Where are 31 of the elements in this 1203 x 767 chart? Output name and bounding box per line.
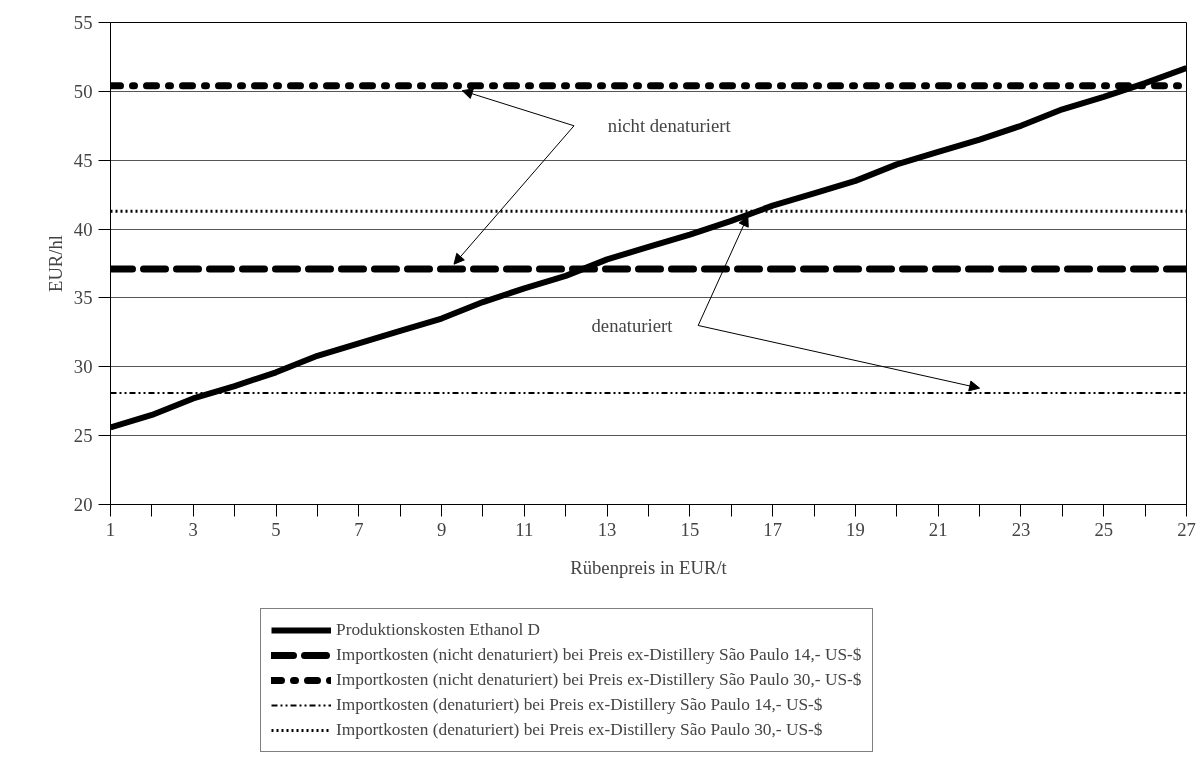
x-tick-label: 27 xyxy=(1177,518,1196,540)
x-tick-label: 21 xyxy=(928,518,948,540)
y-tick-label: 35 xyxy=(73,287,93,309)
x-tick-label: 25 xyxy=(1094,518,1114,540)
x-tick-label: 19 xyxy=(846,518,865,540)
x-axis-title: Rübenpreis in EUR/t xyxy=(570,556,728,578)
y-tick-label: 45 xyxy=(73,149,93,171)
x-tick-label: 15 xyxy=(680,518,700,540)
legend-label: Importkosten (nicht denaturiert) bei Preis ex-Distillery São Paulo 30,- US-$ xyxy=(336,669,862,691)
y-tick-label: 20 xyxy=(73,494,93,515)
x-tick-label: 23 xyxy=(1011,518,1031,540)
x-tick-label: 17 xyxy=(763,518,782,540)
x-tick-label: 9 xyxy=(436,518,447,540)
annotation: nicht denaturiert xyxy=(607,115,732,137)
legend-label: Importkosten (nicht denaturiert) bei Preis ex-Distillery São Paulo 14,- US-$ xyxy=(336,644,862,666)
y-axis-title: EUR/hl xyxy=(44,234,66,292)
legend-label: Importkosten (denaturiert) bei Preis ex-Distillery São Paulo 30,- US-$ xyxy=(336,719,823,741)
x-tick-label: 13 xyxy=(597,518,617,540)
annotation: denaturiert xyxy=(591,314,674,336)
y-tick-label: 40 xyxy=(73,218,93,240)
x-tick-label: 1 xyxy=(105,518,116,540)
x-tick-label: 7 xyxy=(354,518,364,540)
y-tick-label: 30 xyxy=(73,356,93,378)
y-tick-label: 50 xyxy=(73,80,93,102)
y-tick-label: 55 xyxy=(73,12,93,33)
x-tick-label: 5 xyxy=(271,518,281,540)
x-tick-label: 11 xyxy=(515,518,534,540)
legend-label: Produktionskosten Ethanol D xyxy=(336,619,541,641)
x-tick-label: 3 xyxy=(188,518,198,540)
legend-label: Importkosten (denaturiert) bei Preis ex-Distillery São Paulo 14,- US-$ xyxy=(336,694,823,716)
y-tick-label: 25 xyxy=(73,425,93,447)
